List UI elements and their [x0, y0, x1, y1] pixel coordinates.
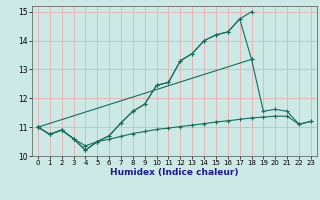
X-axis label: Humidex (Indice chaleur): Humidex (Indice chaleur): [110, 168, 239, 177]
